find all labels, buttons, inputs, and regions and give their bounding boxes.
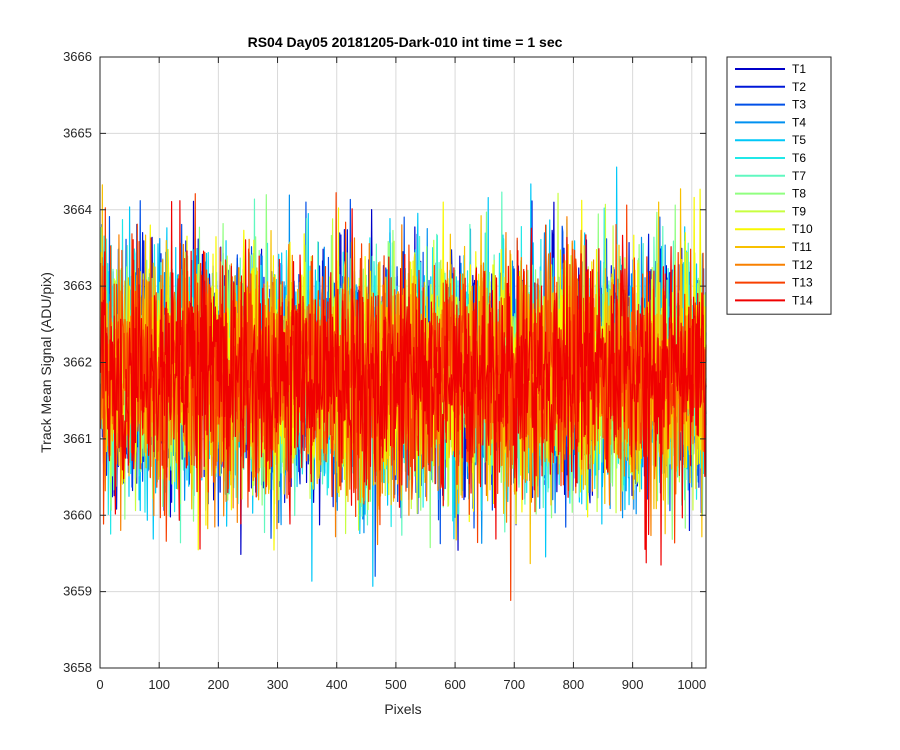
legend-entry-t5: T5 — [735, 133, 806, 147]
y-tick-label: 3660 — [63, 507, 92, 522]
legend-label: T11 — [792, 240, 812, 254]
legend-entry-t2: T2 — [735, 80, 806, 94]
series-layer — [99, 166, 707, 601]
x-tick-label: 1000 — [677, 677, 706, 692]
legend-entry-t1: T1 — [735, 62, 806, 76]
legend-entry-t13: T13 — [735, 276, 813, 290]
legend-label: T12 — [792, 258, 813, 272]
legend-box — [726, 56, 832, 315]
legend-label: T6 — [792, 151, 806, 165]
x-tick-label: 400 — [326, 677, 348, 692]
legend-entry-t14: T14 — [735, 293, 813, 307]
legend-entry-t9: T9 — [735, 204, 806, 218]
legend-label: T8 — [792, 187, 806, 201]
legend-entry-t11: T11 — [735, 240, 812, 254]
x-tick-label: 0 — [96, 677, 103, 692]
legend-label: T7 — [792, 169, 806, 183]
legend-label: T10 — [792, 222, 813, 236]
legend-entry-t6: T6 — [735, 151, 806, 165]
legend-entry-t10: T10 — [735, 222, 813, 236]
x-tick-label: 500 — [385, 677, 407, 692]
legend: T1 T2 T3 T4 T5 T6 T7 T8 T9 T10 T11 T12 T13 T14 — [726, 56, 832, 315]
legend-label: T9 — [792, 204, 806, 218]
x-tick-label: 900 — [622, 677, 644, 692]
y-tick-label: 3661 — [63, 431, 92, 446]
chart-title: RS04 Day05 20181205-Dark-010 int time = … — [248, 34, 563, 50]
legend-label: T2 — [792, 80, 806, 94]
x-tick-label: 100 — [148, 677, 170, 692]
series-line-t14 — [99, 200, 707, 566]
ticks: 0 100 200 300 400 500 600 700 800 900 1000 3658 3659… — [63, 49, 706, 692]
legend-label: T3 — [792, 98, 806, 112]
legend-entry-t7: T7 — [735, 169, 806, 183]
legend-label: T13 — [792, 276, 813, 290]
x-tick-label: 300 — [267, 677, 289, 692]
y-tick-label: 3659 — [63, 584, 92, 599]
y-tick-label: 3664 — [63, 202, 92, 217]
legend-label: T14 — [792, 293, 813, 307]
legend-entry-t4: T4 — [735, 115, 806, 129]
y-axis-label: Track Mean Signal (ADU/pix) — [38, 272, 54, 453]
x-tick-label: 800 — [563, 677, 585, 692]
legend-entry-t8: T8 — [735, 187, 806, 201]
x-axis-label: Pixels — [384, 701, 421, 717]
legend-entry-t3: T3 — [735, 98, 806, 112]
legend-label: T4 — [792, 115, 806, 129]
y-tick-label: 3666 — [63, 49, 92, 64]
y-tick-label: 3665 — [63, 125, 92, 140]
legend-label: T5 — [792, 133, 806, 147]
y-tick-label: 3658 — [63, 660, 92, 675]
x-tick-label: 600 — [444, 677, 466, 692]
legend-entry-t12: T12 — [735, 258, 813, 272]
y-tick-label: 3662 — [63, 355, 92, 370]
legend-label: T1 — [792, 62, 806, 76]
x-tick-label: 200 — [208, 677, 230, 692]
x-tick-label: 700 — [503, 677, 525, 692]
y-tick-label: 3663 — [63, 278, 92, 293]
